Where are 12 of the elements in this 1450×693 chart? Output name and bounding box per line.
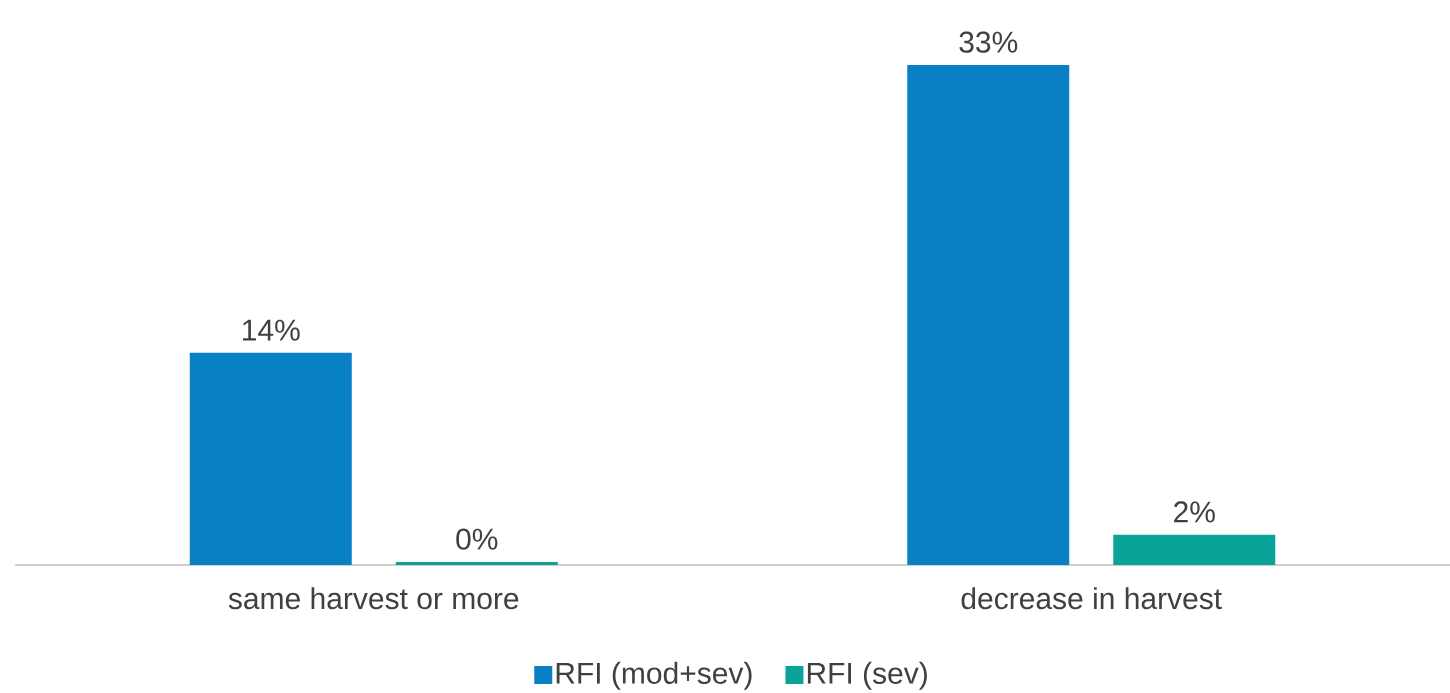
x-tick-label: same harvest or more <box>228 587 519 610</box>
bar <box>1113 534 1276 565</box>
data-label: 33% <box>959 31 1018 53</box>
data-label: 14% <box>243 319 300 341</box>
bar <box>907 64 1070 565</box>
data-label: 0% <box>456 528 498 550</box>
bar <box>189 352 352 565</box>
legend-label: RFI (mod+sev) <box>556 661 752 690</box>
bar <box>395 561 558 565</box>
legend-label: RFI (sev) <box>807 661 927 690</box>
x-tick-label: decrease in harvest <box>961 587 1222 610</box>
data-label: 2% <box>1174 501 1215 523</box>
